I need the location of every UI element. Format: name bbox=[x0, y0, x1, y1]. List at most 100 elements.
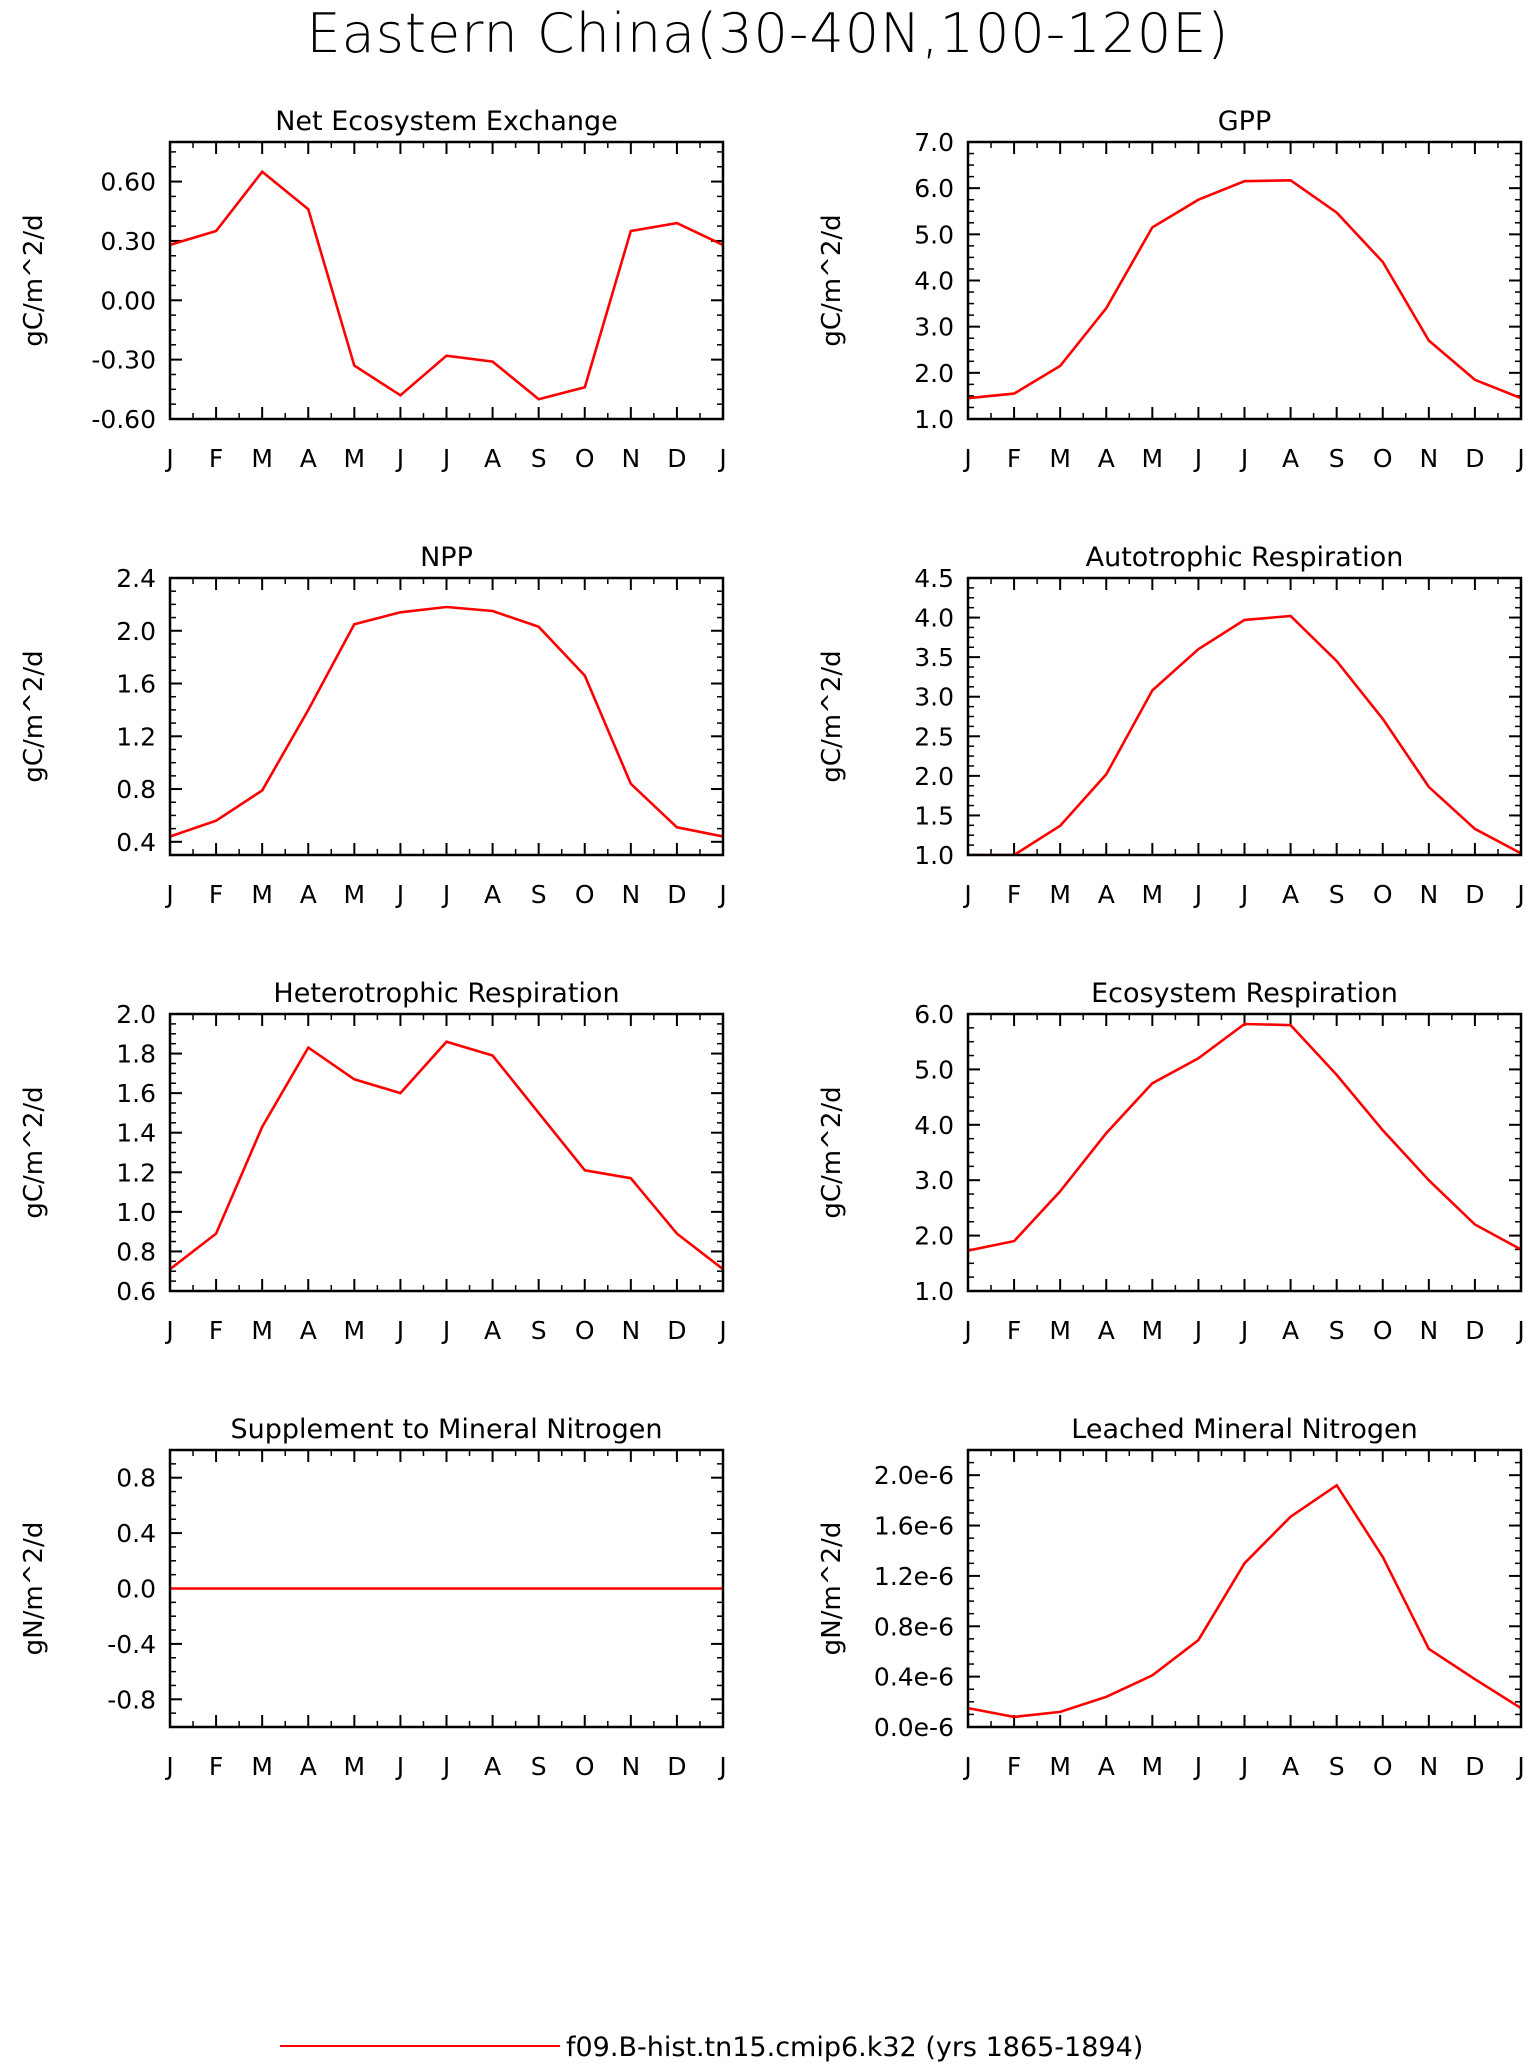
x-tick-label: M bbox=[1049, 880, 1071, 909]
x-tick-label: O bbox=[575, 880, 595, 909]
x-tick-label: J bbox=[441, 1316, 450, 1345]
x-tick-label: S bbox=[531, 444, 547, 473]
y-tick-label: 4.0 bbox=[914, 267, 954, 296]
x-tick-label: F bbox=[209, 1752, 223, 1781]
y-tick-label: 1.4 bbox=[116, 1119, 156, 1148]
x-tick-label: D bbox=[1465, 444, 1484, 473]
legend-label: f09.B-hist.tn15.cmip6.k32 (yrs 1865-1894… bbox=[566, 2032, 1143, 2063]
x-tick-label: J bbox=[395, 444, 404, 473]
x-tick-label: M bbox=[251, 880, 273, 909]
x-tick-label: A bbox=[300, 444, 317, 473]
x-tick-label: A bbox=[1282, 1752, 1299, 1781]
plot-frame bbox=[168, 1448, 725, 1729]
x-tick-label: F bbox=[209, 880, 223, 909]
x-tick-label: J bbox=[395, 880, 404, 909]
x-tick-label: J bbox=[1515, 444, 1524, 473]
x-tick-label: A bbox=[1098, 1316, 1115, 1345]
x-tick-label: N bbox=[1419, 1752, 1438, 1781]
x-tick-label: J bbox=[1193, 1316, 1202, 1345]
x-tick-label: O bbox=[1373, 444, 1393, 473]
series-line bbox=[170, 1040, 723, 1271]
y-axis-label: gC/m^2/d bbox=[817, 650, 847, 782]
y-tick-label: 0.8 bbox=[116, 1464, 156, 1493]
x-tick-label: J bbox=[717, 1316, 726, 1345]
x-tick-label: J bbox=[164, 1752, 173, 1781]
x-tick-label: J bbox=[1193, 880, 1202, 909]
y-tick-label: 1.6 bbox=[116, 1079, 156, 1108]
plot-frame bbox=[168, 1012, 725, 1293]
x-tick-label: O bbox=[575, 1752, 595, 1781]
series-line bbox=[968, 178, 1521, 400]
x-tick-label: D bbox=[667, 1752, 686, 1781]
panel-title: GPP bbox=[1218, 106, 1272, 137]
x-tick-label: J bbox=[717, 1752, 726, 1781]
plot-frame bbox=[966, 576, 1523, 857]
x-tick-label: A bbox=[484, 444, 501, 473]
panel-title: NPP bbox=[420, 542, 473, 573]
panel-title: Heterotrophic Respiration bbox=[273, 978, 619, 1009]
y-tick-label: 5.0 bbox=[914, 220, 954, 249]
y-tick-label: 0.4 bbox=[116, 828, 156, 857]
x-tick-label: D bbox=[667, 1316, 686, 1345]
y-tick-label: 2.0 bbox=[914, 1222, 954, 1251]
y-tick-label: 0.6 bbox=[116, 1277, 156, 1306]
x-tick-label: O bbox=[1373, 1316, 1393, 1345]
legend: f09.B-hist.tn15.cmip6.k32 (yrs 1865-1894… bbox=[280, 2032, 1143, 2063]
x-tick-label: S bbox=[1329, 880, 1345, 909]
x-tick-label: N bbox=[1419, 880, 1438, 909]
x-tick-label: J bbox=[962, 1316, 971, 1345]
x-tick-label: A bbox=[300, 1752, 317, 1781]
x-tick-label: D bbox=[667, 880, 686, 909]
x-tick-label: J bbox=[395, 1316, 404, 1345]
x-tick-label: S bbox=[1329, 1752, 1345, 1781]
series-line bbox=[968, 1022, 1521, 1252]
x-tick-label: A bbox=[1282, 1316, 1299, 1345]
y-tick-label: 1.2 bbox=[116, 722, 156, 751]
x-tick-label: J bbox=[1515, 1752, 1524, 1781]
figure-title: Eastern China(30-40N,100-120E) bbox=[307, 2, 1230, 65]
x-tick-label: M bbox=[344, 1752, 366, 1781]
x-tick-label: A bbox=[1098, 880, 1115, 909]
panel-title: Ecosystem Respiration bbox=[1091, 978, 1398, 1009]
x-tick-label: M bbox=[1049, 444, 1071, 473]
x-tick-label: A bbox=[1282, 880, 1299, 909]
y-axis-label: gN/m^2/d bbox=[817, 1522, 847, 1656]
x-tick-label: D bbox=[1465, 1752, 1484, 1781]
x-tick-label: J bbox=[962, 1752, 971, 1781]
plot-frame bbox=[966, 1448, 1523, 1729]
x-tick-label: J bbox=[717, 880, 726, 909]
x-tick-label: J bbox=[1515, 880, 1524, 909]
y-tick-label: 2.0 bbox=[116, 617, 156, 646]
x-tick-label: M bbox=[1142, 444, 1164, 473]
plot-frame bbox=[966, 1012, 1523, 1293]
x-tick-label: M bbox=[344, 444, 366, 473]
x-tick-label: S bbox=[531, 1752, 547, 1781]
x-tick-label: J bbox=[441, 1752, 450, 1781]
x-tick-label: A bbox=[300, 1316, 317, 1345]
x-tick-label: M bbox=[344, 1316, 366, 1345]
x-tick-label: J bbox=[962, 880, 971, 909]
x-tick-label: J bbox=[1193, 1752, 1202, 1781]
x-tick-label: J bbox=[441, 880, 450, 909]
y-tick-label: 1.0 bbox=[914, 841, 954, 870]
x-tick-label: D bbox=[1465, 1316, 1484, 1345]
x-tick-label: A bbox=[1282, 444, 1299, 473]
y-tick-label: 2.4 bbox=[116, 564, 156, 593]
y-tick-label: 1.8 bbox=[116, 1040, 156, 1069]
y-tick-label: 1.0 bbox=[914, 1277, 954, 1306]
x-tick-label: J bbox=[1239, 1316, 1248, 1345]
y-axis-label: gC/m^2/d bbox=[817, 214, 847, 346]
series-line bbox=[968, 614, 1521, 855]
x-tick-label: M bbox=[1049, 1316, 1071, 1345]
y-tick-label: 1.2e-6 bbox=[874, 1562, 954, 1591]
x-tick-label: J bbox=[1239, 444, 1248, 473]
panel-title: Leached Mineral Nitrogen bbox=[1071, 1414, 1417, 1445]
y-tick-label: 6.0 bbox=[914, 174, 954, 203]
x-tick-label: F bbox=[1007, 880, 1021, 909]
series-line bbox=[170, 605, 723, 838]
x-tick-label: A bbox=[484, 1752, 501, 1781]
